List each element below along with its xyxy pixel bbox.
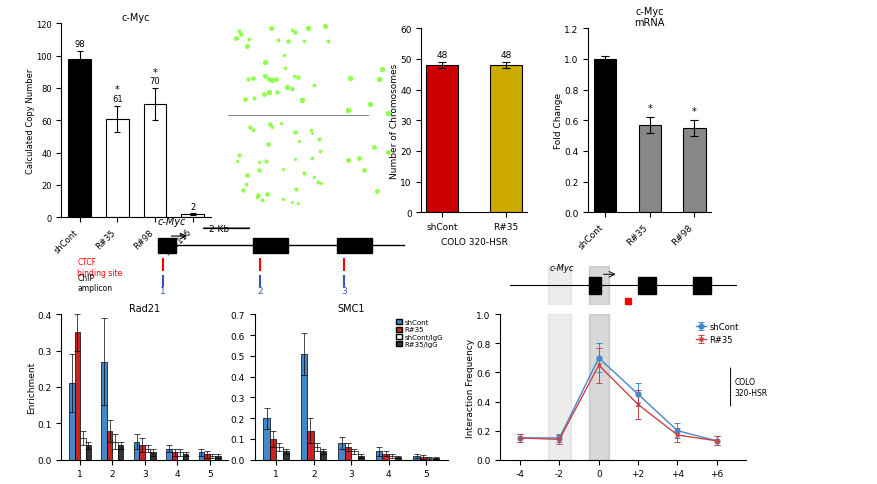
Bar xyxy=(282,452,289,460)
Text: ChIP
amplicon: ChIP amplicon xyxy=(77,273,112,293)
Bar xyxy=(547,315,571,460)
Bar xyxy=(133,441,139,460)
Text: *: * xyxy=(646,104,652,113)
Text: 1: 1 xyxy=(160,287,166,296)
Bar xyxy=(68,60,90,218)
Bar xyxy=(107,431,112,460)
Bar xyxy=(413,455,419,460)
Title: c-Myc
mRNA: c-Myc mRNA xyxy=(634,7,664,28)
Text: *: * xyxy=(691,106,696,117)
Text: 61: 61 xyxy=(111,95,123,104)
Bar xyxy=(375,452,381,460)
Text: 98: 98 xyxy=(75,40,85,49)
Bar xyxy=(263,418,269,460)
Title: c-Myc: c-Myc xyxy=(122,14,150,23)
Bar xyxy=(307,431,313,460)
Text: 2 Kb: 2 Kb xyxy=(209,224,229,233)
Bar xyxy=(338,443,345,460)
Bar xyxy=(489,66,522,213)
Bar xyxy=(313,447,320,460)
Legend: shCont, R#35, shCont/IgG, R#35/IgG: shCont, R#35, shCont/IgG, R#35/IgG xyxy=(395,318,444,349)
Title: Rad21: Rad21 xyxy=(129,304,160,314)
Text: c-Myc: c-Myc xyxy=(158,216,186,227)
Y-axis label: Number of Chromosomes: Number of Chromosomes xyxy=(389,63,398,179)
Bar xyxy=(118,445,124,460)
Bar xyxy=(593,60,616,213)
Bar xyxy=(320,452,326,460)
Legend: shCont, R#35: shCont, R#35 xyxy=(692,319,741,348)
Y-axis label: Fold Change: Fold Change xyxy=(553,93,562,149)
Bar xyxy=(432,458,438,460)
Bar xyxy=(106,120,128,218)
Text: *: * xyxy=(115,85,119,95)
Bar xyxy=(210,456,215,460)
Bar xyxy=(425,66,458,213)
Text: 48: 48 xyxy=(500,51,511,60)
Bar xyxy=(425,458,432,460)
Text: c-Myc: c-Myc xyxy=(549,263,574,272)
Bar xyxy=(381,454,389,460)
Bar xyxy=(588,277,600,294)
Bar xyxy=(693,277,710,294)
Bar xyxy=(177,453,182,460)
Bar xyxy=(145,449,150,460)
Y-axis label: Calculated Copy Number: Calculated Copy Number xyxy=(25,68,34,174)
Text: 3: 3 xyxy=(341,287,346,296)
Bar xyxy=(139,445,145,460)
Bar xyxy=(182,454,188,460)
Bar xyxy=(337,238,372,254)
Bar xyxy=(351,452,357,460)
Bar xyxy=(682,129,705,213)
Text: CTCF
binding site: CTCF binding site xyxy=(77,258,123,277)
Title: SMC1: SMC1 xyxy=(337,304,365,314)
Bar xyxy=(85,445,91,460)
Bar xyxy=(102,362,107,460)
Bar xyxy=(166,449,172,460)
Bar xyxy=(182,214,203,218)
Bar xyxy=(588,266,608,305)
Text: shCont_COLO 320-HSR: shCont_COLO 320-HSR xyxy=(232,21,304,26)
Bar xyxy=(253,238,288,254)
Bar xyxy=(419,457,425,460)
Bar xyxy=(204,454,210,460)
Bar xyxy=(638,277,655,294)
Bar xyxy=(215,456,220,460)
Y-axis label: Interaction Frequency: Interaction Frequency xyxy=(466,338,474,437)
Bar xyxy=(150,453,156,460)
Text: R#35_COLO 320-HSR: R#35_COLO 320-HSR xyxy=(232,110,299,116)
Bar xyxy=(75,333,80,460)
Bar xyxy=(638,126,660,213)
X-axis label: COLO 320-HSR: COLO 320-HSR xyxy=(440,237,507,246)
Text: COLO
320-HSR: COLO 320-HSR xyxy=(734,378,766,397)
Bar xyxy=(269,439,276,460)
Bar xyxy=(276,447,282,460)
Bar xyxy=(301,354,307,460)
Text: 2: 2 xyxy=(257,287,262,296)
Bar xyxy=(172,453,177,460)
Bar xyxy=(198,453,204,460)
Bar xyxy=(395,457,401,460)
Bar xyxy=(112,441,118,460)
Text: 70: 70 xyxy=(149,77,160,86)
Y-axis label: Enrichment: Enrichment xyxy=(27,361,36,413)
Text: (chr; n = 48): (chr; n = 48) xyxy=(232,205,273,210)
Bar xyxy=(389,455,395,460)
Bar xyxy=(158,238,175,254)
Bar xyxy=(144,105,166,218)
Text: (chr; n = 48): (chr; n = 48) xyxy=(232,116,273,121)
Bar xyxy=(345,447,351,460)
Bar xyxy=(588,315,608,460)
Bar xyxy=(547,266,571,305)
Text: *: * xyxy=(153,67,157,77)
Bar xyxy=(69,383,75,460)
Text: 2: 2 xyxy=(189,202,195,212)
Text: 48: 48 xyxy=(436,51,447,60)
Bar xyxy=(80,438,85,460)
Bar xyxy=(357,455,364,460)
